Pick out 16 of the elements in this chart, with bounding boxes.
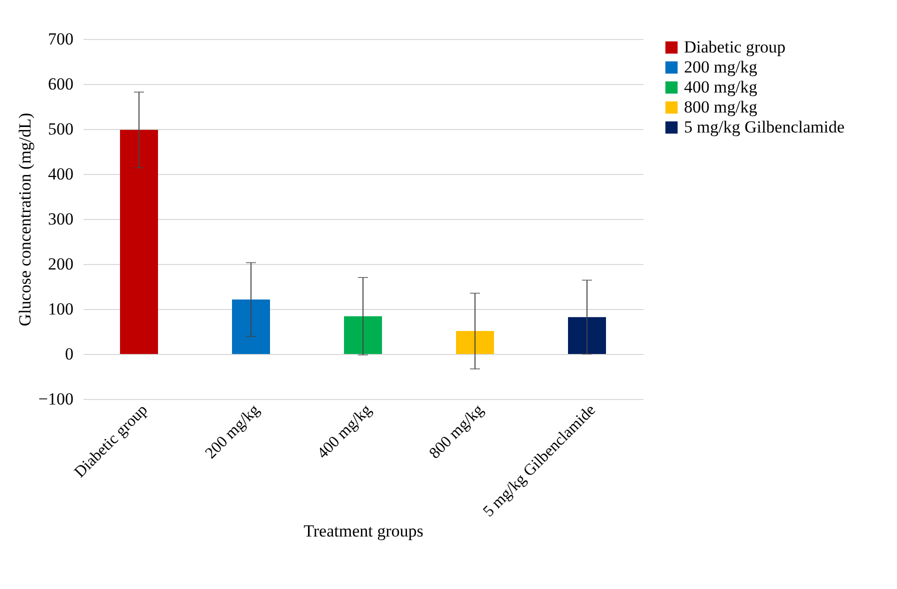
y-tick-label: 400 — [48, 164, 74, 184]
y-tick-label: −100 — [38, 390, 74, 408]
y-tick-label: 700 — [48, 30, 74, 48]
legend-label: 200 mg/kg — [684, 58, 758, 76]
legend-label: 800 mg/kg — [684, 98, 758, 116]
legend-label: 5 mg/kg Gilbenclamide — [684, 118, 845, 136]
y-tick-label: 500 — [48, 120, 74, 138]
y-tick-label: 600 — [48, 74, 74, 94]
y-tick-label: 200 — [48, 254, 74, 274]
y-tick-label: 0 — [65, 344, 74, 364]
y-axis-title: Glucose concentration (mg/dL) — [15, 112, 34, 326]
legend-label: 400 mg/kg — [684, 78, 758, 96]
y-tick-label: 300 — [48, 210, 74, 228]
x-axis-title: Treatment groups — [304, 522, 424, 541]
legend-label: Diabetic group — [684, 38, 786, 56]
y-tick-label: 100 — [48, 300, 74, 318]
